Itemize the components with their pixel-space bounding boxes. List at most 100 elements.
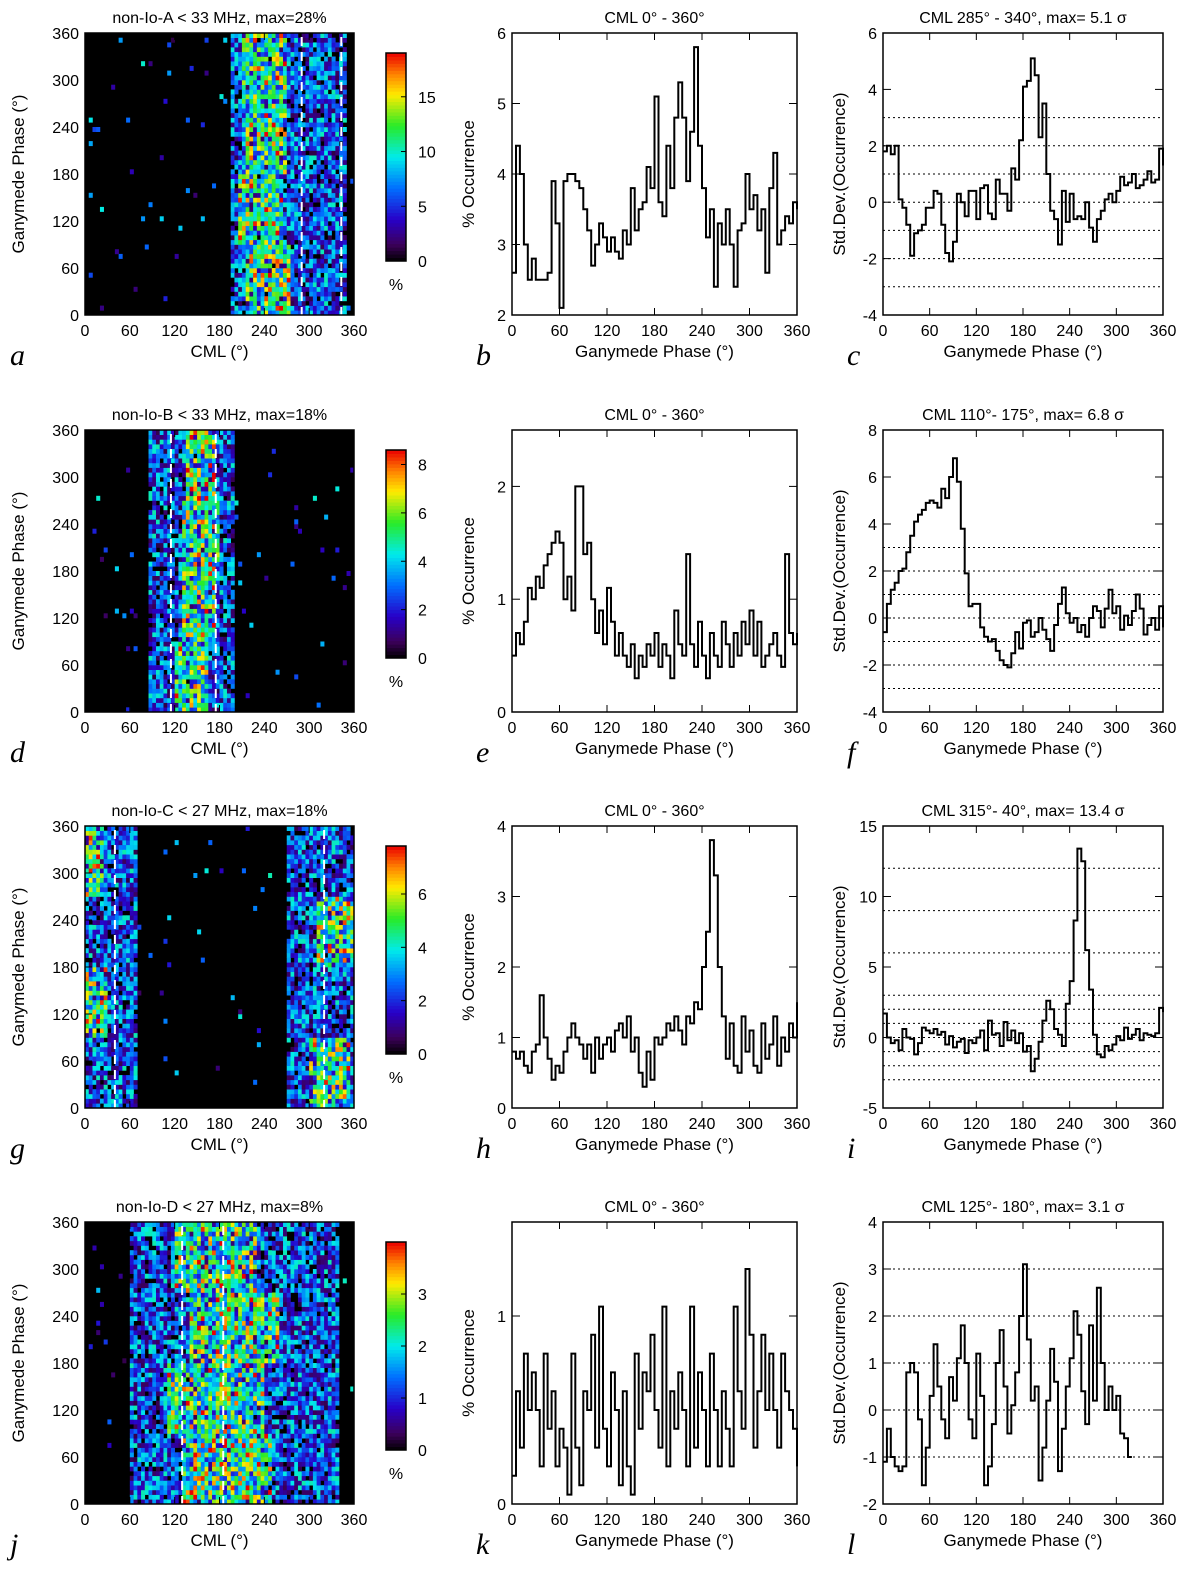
heatmap-cell	[133, 995, 138, 1001]
heatmap-cell	[103, 1065, 108, 1071]
heatmap-cell	[230, 462, 235, 468]
heatmap-cell	[335, 915, 340, 921]
heatmap-cell	[339, 150, 344, 156]
heatmap-cell	[335, 159, 340, 165]
heatmap-cell	[327, 282, 332, 288]
heatmap-cell	[155, 618, 161, 623]
heatmap-cell	[88, 141, 93, 147]
heatmap-cell	[99, 985, 104, 991]
heatmap-cell	[279, 277, 284, 283]
heatmap-cell	[230, 509, 235, 515]
heatmap-cell	[193, 444, 198, 450]
heatmap-cell	[331, 80, 336, 85]
heatmap-cell	[185, 514, 190, 520]
heatmap-cell	[275, 131, 280, 137]
heatmap-cell	[234, 286, 239, 292]
heatmap-cell	[279, 230, 284, 236]
heatmap-cell	[126, 971, 131, 977]
heatmap-cell	[204, 453, 209, 459]
heatmap-cell	[170, 571, 175, 576]
heatmap-cell	[316, 1018, 321, 1024]
heatmap-cell	[174, 500, 179, 506]
heatmap-cell	[249, 131, 254, 137]
heatmap-cell	[122, 1089, 127, 1095]
heatmap-cell	[204, 660, 209, 666]
heatmap-cell	[275, 258, 280, 264]
heatmap-cell	[230, 103, 235, 109]
heatmap-cell	[327, 296, 332, 302]
heatmap-cell	[118, 976, 123, 982]
heatmap-cell	[226, 655, 232, 661]
heatmap-cell	[185, 538, 190, 544]
heatmap-cell	[92, 1065, 97, 1071]
heatmap-cell	[182, 472, 187, 478]
heatmap-cell	[133, 1051, 138, 1057]
heatmap-cell	[286, 188, 291, 194]
heatmap-cell	[189, 627, 194, 633]
heatmap-cell	[148, 641, 153, 647]
heatmap-cell	[324, 89, 329, 95]
heatmap-cell	[215, 697, 220, 703]
heatmap-cell	[283, 291, 288, 297]
heatmap-cell	[129, 1014, 134, 1019]
heatmap-cell	[241, 272, 246, 278]
heatmap-cell	[148, 481, 153, 487]
heatmap-cell	[324, 277, 329, 283]
heatmap-cell	[230, 305, 235, 311]
heatmap-cell	[85, 924, 90, 930]
heatmap-cell	[294, 674, 299, 680]
heatmap-cell	[230, 594, 235, 600]
heatmap-cell	[290, 42, 295, 48]
heatmap-cell	[230, 603, 235, 609]
heatmap-cell	[346, 1075, 351, 1081]
heatmap-cell	[200, 683, 205, 689]
heatmap-cell	[290, 882, 295, 888]
heatmap-cell	[309, 999, 314, 1005]
heatmap-cell	[316, 155, 321, 161]
heatmap-cell	[346, 1042, 351, 1048]
heatmap-cell	[99, 1042, 104, 1048]
heatmap-cell	[122, 901, 127, 907]
heatmap-cell	[320, 882, 325, 888]
heatmap-cell	[200, 556, 205, 562]
heatmap-cell	[350, 1093, 355, 1099]
heatmap-cell	[88, 192, 93, 198]
heatmap-cell	[99, 1056, 104, 1062]
heatmap-cell	[126, 938, 131, 944]
heatmap-cell	[260, 282, 265, 288]
heatmap-cell	[219, 486, 224, 492]
heatmap-cell	[152, 495, 157, 501]
heatmap-cell	[350, 1004, 355, 1010]
heatmap-cell	[260, 108, 265, 114]
heatmap-cell	[264, 169, 269, 175]
heatmap-cell	[167, 660, 172, 666]
heatmap-cell	[133, 962, 138, 968]
heatmap-cell	[215, 1065, 220, 1071]
heatmap-cell	[185, 665, 190, 670]
heatmap-cell	[88, 887, 93, 893]
heatmap-cell	[182, 702, 187, 708]
heatmap-cell	[193, 430, 198, 435]
heatmap-cell	[230, 80, 235, 85]
heatmap-cell	[197, 566, 202, 572]
heatmap-cell	[271, 117, 276, 123]
heatmap-cell	[264, 286, 269, 292]
heatmap-cell	[342, 1065, 347, 1071]
heatmap-cell	[230, 580, 235, 586]
heatmap-cell	[264, 42, 269, 48]
heatmap-cell	[122, 934, 127, 940]
heatmap-cell	[155, 462, 161, 468]
heatmap-cell	[320, 962, 325, 968]
heatmap-cell	[114, 943, 119, 949]
heatmap-cell	[155, 580, 161, 586]
heatmap-cell	[103, 613, 108, 619]
heatmap-cell	[111, 1032, 116, 1038]
heatmap-cell	[241, 188, 246, 194]
heatmap-cell	[107, 962, 112, 968]
heatmap-cell	[335, 117, 340, 123]
heatmap-cell	[204, 430, 209, 435]
heatmap-cell	[305, 136, 310, 142]
colorbar-tick-label: 5	[418, 199, 427, 216]
heatmap-cell	[331, 877, 336, 883]
heatmap-cell	[331, 141, 336, 147]
